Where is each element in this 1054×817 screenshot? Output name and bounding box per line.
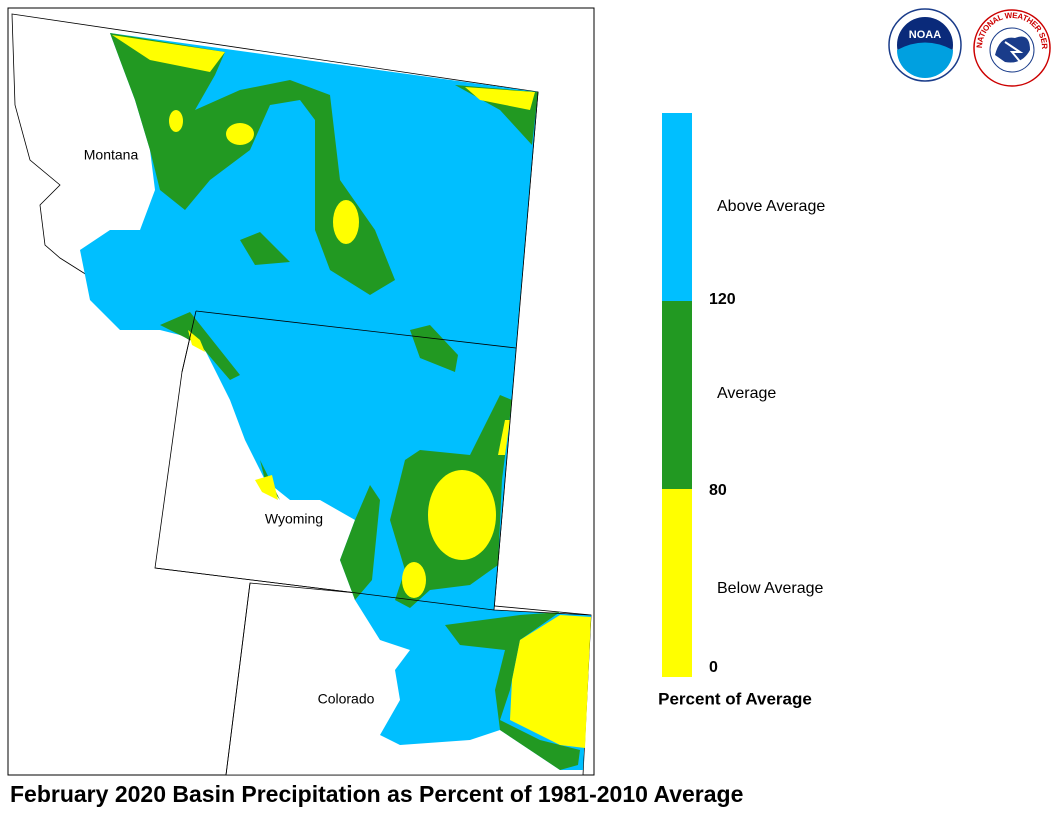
average-area bbox=[110, 33, 395, 295]
state-border bbox=[195, 310, 517, 349]
below-average-area bbox=[255, 475, 278, 500]
below-average-area bbox=[428, 470, 496, 560]
average-area bbox=[340, 485, 380, 600]
precipitation-fields bbox=[80, 33, 591, 770]
legend-swatch bbox=[662, 489, 692, 677]
legend-label: Above Average bbox=[717, 198, 825, 215]
below-average-area bbox=[498, 420, 510, 455]
below-average-area bbox=[112, 35, 225, 72]
legend-label: Below Average bbox=[717, 580, 824, 597]
map-title: February 2020 Basin Precipitation as Per… bbox=[10, 781, 743, 807]
state-label: Montana bbox=[84, 147, 139, 163]
legend: Above Average Average Below Average 120 … bbox=[658, 113, 825, 708]
state-border bbox=[493, 91, 539, 611]
logo-text: NOAA bbox=[909, 29, 941, 41]
below-average-area bbox=[465, 87, 535, 110]
legend-break: 120 bbox=[709, 291, 736, 308]
below-average-area bbox=[333, 200, 359, 244]
below-average-area bbox=[402, 562, 426, 598]
state-border bbox=[181, 310, 197, 373]
legend-break: 80 bbox=[709, 482, 727, 499]
average-area bbox=[240, 232, 290, 265]
legend-break: 0 bbox=[709, 659, 718, 676]
average-area bbox=[160, 312, 240, 380]
noaa-logo: NOAA bbox=[888, 8, 962, 82]
below-average-area bbox=[169, 110, 183, 132]
state-border bbox=[225, 582, 251, 776]
state-label: Colorado bbox=[318, 691, 375, 707]
average-area bbox=[445, 612, 580, 770]
legend-swatch bbox=[662, 113, 692, 301]
state-label: Wyoming bbox=[265, 511, 323, 527]
legend-swatch bbox=[662, 301, 692, 489]
legend-label: Average bbox=[717, 385, 776, 402]
below-average-area bbox=[226, 123, 254, 145]
legend-title: Percent of Average bbox=[658, 689, 812, 708]
below-average-area bbox=[188, 330, 205, 352]
state-borders bbox=[154, 91, 592, 776]
below-average-area bbox=[510, 615, 591, 748]
